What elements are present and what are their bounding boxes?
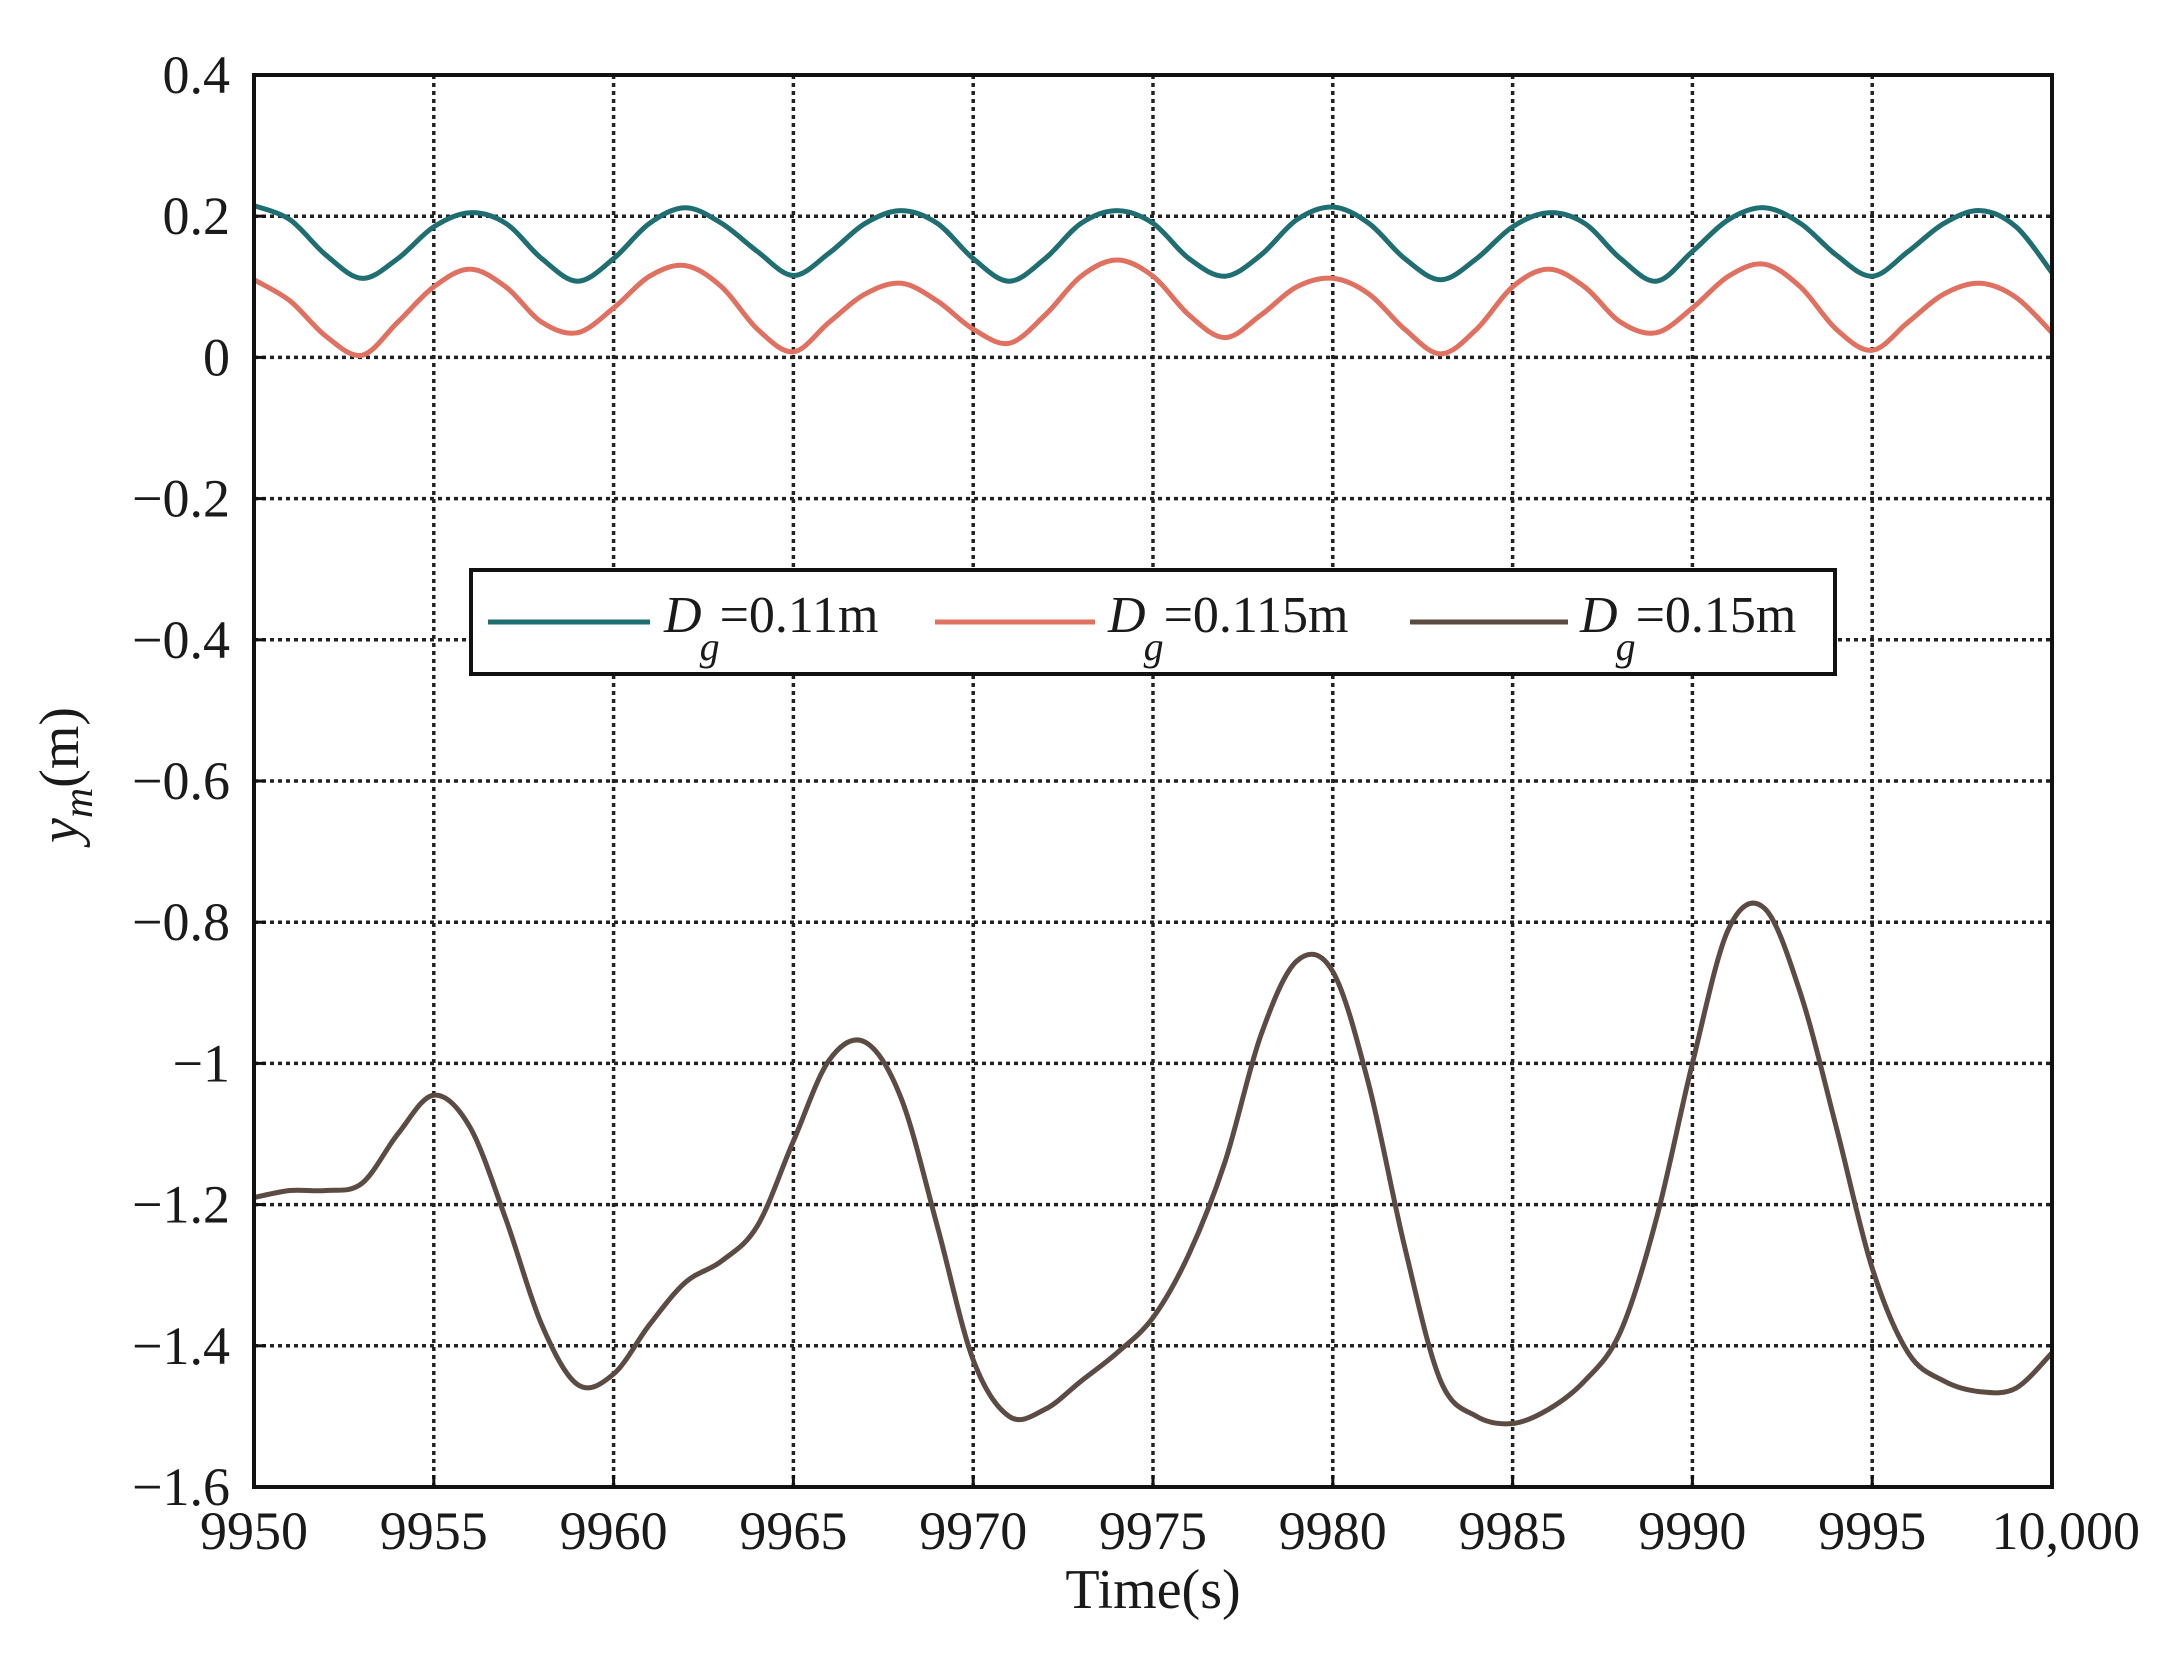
y-tick-label: 0	[203, 327, 230, 387]
x-tick-label: 9965	[739, 1501, 847, 1561]
y-tick-label: 0.4	[163, 45, 231, 105]
y-axis-unit: (m)	[29, 707, 91, 788]
y-tick-label: −0.6	[132, 751, 230, 811]
y-tick-label: 0.2	[163, 186, 231, 246]
x-tick-label: 9985	[1459, 1501, 1567, 1561]
svg-text:ym(m): ym(m)	[29, 707, 102, 848]
y-axis-label: ym(m)	[29, 707, 102, 848]
y-tick-label: −1.4	[132, 1316, 230, 1376]
y-axis-symbol: y	[29, 818, 91, 848]
y-tick-label: −1.2	[132, 1175, 230, 1235]
y-tick-label: −1.6	[132, 1457, 230, 1517]
y-tick-label: −1	[173, 1033, 230, 1093]
x-tick-label: 9995	[1818, 1501, 1926, 1561]
y-tick-label: −0.2	[132, 469, 230, 529]
series-line-1	[253, 203, 2054, 284]
x-tick-label: 9975	[1099, 1501, 1207, 1561]
x-axis-label: Time(s)	[1065, 1559, 1240, 1621]
x-tick-label: 10,000	[1992, 1501, 2141, 1561]
series-lines	[252, 203, 2054, 1427]
x-tick-label: 9955	[380, 1501, 488, 1561]
legend-box	[469, 568, 1837, 676]
y-tick-labels: 0.4 0.2 0 −0.2 −0.4 −0.6 −0.8 −1 −1.2 −1.4 −1.6	[132, 45, 266, 1517]
series-line-3	[253, 900, 2054, 1427]
x-tick-label: 9970	[919, 1501, 1027, 1561]
series-line-2	[252, 257, 2054, 359]
y-tick-label: −0.8	[132, 892, 230, 952]
x-tick-label: 9980	[1279, 1501, 1387, 1561]
y-tick-label: −0.4	[132, 610, 230, 670]
x-tick-labels: 9950 9955 9960 9965 9970 9975 9980 9985 9990 9995…	[200, 1475, 2140, 1561]
x-tick-label: 9960	[560, 1501, 668, 1561]
x-tick-label: 9990	[1638, 1501, 1746, 1561]
y-axis-subscript: m	[56, 788, 102, 818]
x-tick-label: 9950	[200, 1501, 308, 1561]
